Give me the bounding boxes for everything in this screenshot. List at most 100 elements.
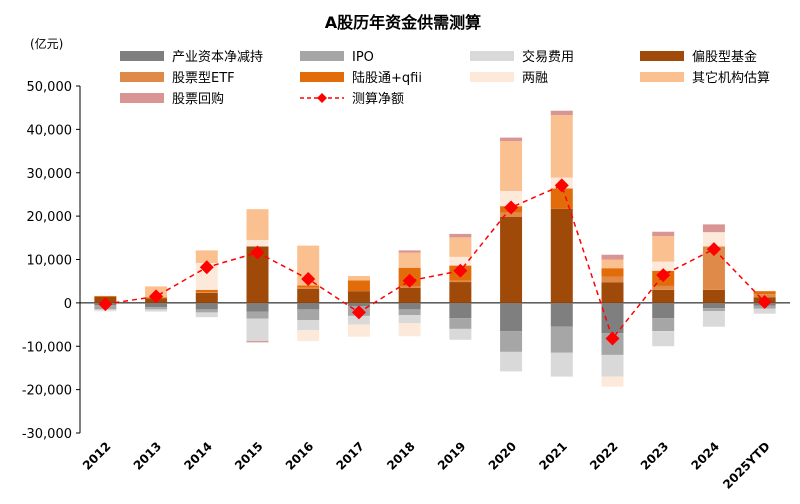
legend-label: 测算净额: [352, 92, 404, 107]
y-tick-label: 10,000: [27, 254, 73, 269]
bar-segment: [652, 285, 675, 290]
bar-segment: [297, 309, 320, 321]
bar-segment: [246, 341, 269, 343]
bar-segment: [297, 245, 320, 286]
bar-segment: [449, 256, 472, 266]
x-tick-label: 2025YTD: [720, 439, 773, 492]
bar-segment: [550, 326, 573, 353]
bar-segment: [500, 190, 523, 207]
x-tick-label: 2023: [638, 439, 672, 473]
y-axis-unit: (亿元): [30, 36, 63, 51]
bar-segment: [702, 232, 725, 247]
bar-segment: [145, 307, 168, 310]
bar-segment: [702, 311, 725, 327]
bar-segment: [652, 236, 675, 262]
bar-segment: [246, 302, 269, 312]
bar-segment: [601, 302, 624, 334]
bar-segment: [347, 280, 370, 292]
chart-title: A股历年资金供需测算: [325, 13, 481, 32]
bar-segment: [195, 289, 218, 293]
bar-segment: [449, 280, 472, 283]
bar-segment: [195, 292, 218, 303]
net-line-marker: [656, 268, 671, 283]
bar-segment: [398, 323, 421, 337]
legend-swatch: [470, 72, 514, 82]
bar-segment: [449, 318, 472, 329]
bar-segment: [347, 324, 370, 337]
y-tick-label: -30,000: [22, 427, 72, 442]
legend-label: 产业资本净减持: [172, 50, 263, 65]
bar-segment: [601, 376, 624, 387]
legend-label: IPO: [352, 50, 374, 65]
bar-segment: [500, 212, 523, 217]
bar-segment: [94, 295, 117, 297]
y-tick-label: 40,000: [27, 123, 73, 138]
legend-label: 交易费用: [522, 49, 574, 65]
bars: [94, 110, 776, 387]
bar-segment: [398, 287, 421, 303]
bar-segment: [297, 330, 320, 342]
x-tick-label: 2015: [232, 439, 266, 473]
bar-segment: [652, 318, 675, 332]
bar-segment: [500, 216, 523, 303]
bar-segment: [449, 302, 472, 319]
bar-segment: [297, 302, 320, 310]
legend-item: 股票型ETF: [120, 71, 235, 86]
legend-item: 两融: [470, 71, 548, 86]
x-tick-label: 2017: [334, 439, 368, 473]
bar-segment: [702, 308, 725, 312]
y-tick-label: 20,000: [27, 210, 73, 225]
bar-segment: [347, 275, 370, 281]
bar-segment: [500, 137, 523, 142]
bar-segment: [652, 302, 675, 319]
legend-swatch: [120, 51, 164, 61]
bar-segment: [702, 302, 725, 309]
legend-item: IPO: [300, 50, 374, 65]
bar-segment: [246, 318, 269, 342]
net-line-marker: [351, 305, 366, 320]
bar-segment: [297, 288, 320, 303]
bar-segment: [297, 285, 320, 288]
net-line-marker: [554, 178, 569, 193]
x-tick-label: 2021: [536, 439, 570, 473]
bar-segment: [449, 237, 472, 257]
bar-segment: [652, 261, 675, 271]
net-line-marker: [453, 263, 468, 278]
bar-segment: [550, 188, 573, 209]
bar-segment: [246, 209, 269, 240]
x-tick-label: 2024: [689, 439, 723, 473]
x-tick-label: 2012: [80, 439, 114, 473]
x-tick-label: 2016: [283, 439, 317, 473]
legend-item: 产业资本净减持: [120, 50, 263, 65]
net-line-marker: [149, 289, 164, 304]
bar-segment: [702, 289, 725, 303]
bar-segment: [449, 328, 472, 340]
net-line-marker: [199, 260, 214, 275]
bar-segment: [398, 250, 421, 253]
bar-segment: [550, 302, 573, 327]
legend-label: 股票型ETF: [172, 71, 235, 86]
bar-segment: [347, 291, 370, 303]
net-line-marker: [504, 200, 519, 215]
net-line-marker: [402, 273, 417, 288]
x-tick-label: 2019: [435, 439, 469, 473]
bar-segment: [652, 289, 675, 303]
legend-item: 股票回购: [120, 91, 224, 107]
bar-segment: [753, 308, 776, 314]
bar-segment: [702, 224, 725, 233]
x-tick-label: 2013: [131, 439, 165, 473]
legend-label: 两融: [522, 71, 548, 86]
bar-segment: [550, 352, 573, 377]
legend-swatch: [640, 72, 684, 82]
bar-segment: [500, 141, 523, 191]
bar-segment: [652, 231, 675, 237]
net-line-marker: [605, 331, 620, 346]
net-line-marker: [301, 272, 316, 287]
bar-segment: [449, 282, 472, 303]
legend-swatch: [300, 72, 344, 82]
legend-swatch: [640, 51, 684, 61]
y-tick-label: 30,000: [27, 167, 73, 182]
net-line-marker: [757, 295, 772, 310]
bar-segment: [246, 246, 269, 303]
